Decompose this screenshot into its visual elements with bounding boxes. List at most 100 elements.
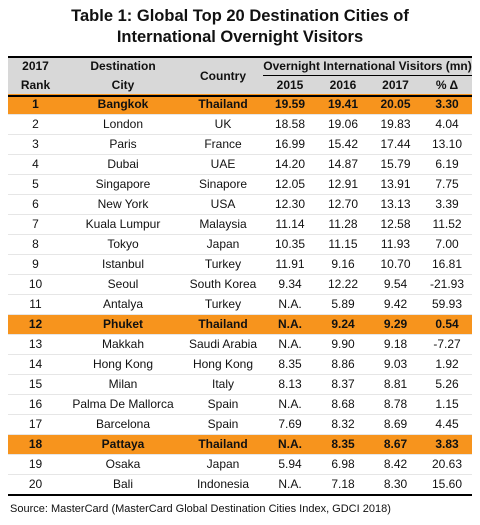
visitors-2015-cell: 11.91 [263, 254, 317, 275]
pct-change-cell: 59.93 [422, 294, 473, 315]
visitors-2015-cell: 8.35 [263, 354, 317, 375]
visitors-2017-cell: 8.69 [369, 414, 422, 435]
visitors-2016-cell: 8.68 [317, 394, 369, 415]
rank-cell: 7 [8, 214, 63, 235]
rank-cell: 16 [8, 394, 63, 415]
year-2017-header: 2017 [369, 75, 422, 94]
visitors-2016-cell: 5.89 [317, 294, 369, 315]
rank-cell: 4 [8, 154, 63, 175]
table-row: 15 Milan Italy 8.13 8.37 8.81 5.26 [8, 374, 473, 395]
country-cell: Saudi Arabia [183, 334, 263, 355]
country-cell: Japan [183, 454, 263, 475]
visitors-2015-cell: 14.20 [263, 154, 317, 175]
city-cell: Seoul [63, 274, 183, 295]
table-row: 20 Bali Indonesia N.A. 7.18 8.30 15.60 [8, 474, 473, 495]
rank-cell: 3 [8, 134, 63, 155]
visitors-2017-cell: 10.70 [369, 254, 422, 275]
table-row: 14 Hong Kong Hong Kong 8.35 8.86 9.03 1.92 [8, 354, 473, 375]
visitors-2015-cell: 10.35 [263, 234, 317, 255]
city-cell: Bali [63, 474, 183, 495]
table-header: 2017 Destination Country Overnight Inter… [8, 57, 473, 94]
city-cell: Dubai [63, 154, 183, 175]
visitors-2016-cell: 11.15 [317, 234, 369, 255]
visitors-2016-cell: 19.41 [317, 94, 369, 115]
visitors-2015-cell: N.A. [263, 334, 317, 355]
visitors-2016-cell: 6.98 [317, 454, 369, 475]
city-header-bottom: City [63, 75, 183, 94]
city-cell: Istanbul [63, 254, 183, 275]
visitors-2016-cell: 8.86 [317, 354, 369, 375]
city-cell: Bangkok [63, 94, 183, 115]
visitors-2016-cell: 9.24 [317, 314, 369, 335]
year-2016-header: 2016 [317, 75, 369, 94]
table-row: 11 Antalya Turkey N.A. 5.89 9.42 59.93 [8, 294, 473, 315]
city-cell: Phuket [63, 314, 183, 335]
visitors-2015-cell: N.A. [263, 294, 317, 315]
country-cell: Indonesia [183, 474, 263, 495]
table-row: 19 Osaka Japan 5.94 6.98 8.42 20.63 [8, 454, 473, 475]
rank-cell: 14 [8, 354, 63, 375]
table-row: 3 Paris France 16.99 15.42 17.44 13.10 [8, 134, 473, 155]
rank-cell: 11 [8, 294, 63, 315]
city-cell: Barcelona [63, 414, 183, 435]
table-row: 6 New York USA 12.30 12.70 13.13 3.39 [8, 194, 473, 215]
pct-change-cell: 7.75 [422, 174, 473, 195]
country-cell: France [183, 134, 263, 155]
table-row: 17 Barcelona Spain 7.69 8.32 8.69 4.45 [8, 414, 473, 435]
visitors-2016-cell: 12.22 [317, 274, 369, 295]
pct-change-cell: 5.26 [422, 374, 473, 395]
visitors-2017-cell: 8.42 [369, 454, 422, 475]
visitors-2017-cell: 8.67 [369, 434, 422, 455]
city-cell: Palma De Mallorca [63, 394, 183, 415]
city-cell: Singapore [63, 174, 183, 195]
country-cell: Sinapore [183, 174, 263, 195]
visitors-2016-cell: 14.87 [317, 154, 369, 175]
country-header: Country [183, 57, 263, 94]
visitors-2017-cell: 19.83 [369, 114, 422, 135]
city-cell: Tokyo [63, 234, 183, 255]
visitors-2016-cell: 7.18 [317, 474, 369, 495]
country-cell: Turkey [183, 294, 263, 315]
visitors-2015-cell: N.A. [263, 474, 317, 495]
source-note: Source: MasterCard (MasterCard Global De… [10, 503, 391, 515]
visitors-2015-cell: 12.30 [263, 194, 317, 215]
visitors-2017-cell: 13.13 [369, 194, 422, 215]
pct-change-cell: -7.27 [422, 334, 473, 355]
visitors-2017-cell: 8.78 [369, 394, 422, 415]
visitors-2017-cell: 8.81 [369, 374, 422, 395]
rank-cell: 13 [8, 334, 63, 355]
visitors-2015-cell: 11.14 [263, 214, 317, 235]
country-cell: Hong Kong [183, 354, 263, 375]
destination-table: 2017 Destination Country Overnight Inter… [8, 57, 473, 495]
city-cell: Kuala Lumpur [63, 214, 183, 235]
rank-cell: 17 [8, 414, 63, 435]
pct-change-cell: 4.45 [422, 414, 473, 435]
pct-change-cell: 1.15 [422, 394, 473, 415]
visitors-group-header: Overnight International Visitors (mn) [263, 57, 473, 75]
visitors-2016-cell: 12.70 [317, 194, 369, 215]
city-cell: Makkah [63, 334, 183, 355]
city-header-top: Destination [63, 57, 183, 75]
visitors-2015-cell: 16.99 [263, 134, 317, 155]
visitors-2016-cell: 8.37 [317, 374, 369, 395]
pct-change-cell: 7.00 [422, 234, 473, 255]
country-cell: UAE [183, 154, 263, 175]
country-cell: Thailand [183, 434, 263, 455]
table-row: 13 Makkah Saudi Arabia N.A. 9.90 9.18 -7.27 [8, 334, 473, 355]
pct-change-cell: 3.30 [422, 94, 473, 115]
rank-cell: 15 [8, 374, 63, 395]
table-row: 9 Istanbul Turkey 11.91 9.16 10.70 16.81 [8, 254, 473, 275]
title-line-2: International Overnight Visitors [116, 28, 364, 46]
year-2015-header: 2015 [263, 75, 317, 94]
pct-change-cell: 3.39 [422, 194, 473, 215]
rank-cell: 6 [8, 194, 63, 215]
visitors-2016-cell: 15.42 [317, 134, 369, 155]
rank-cell: 1 [8, 94, 63, 115]
country-cell: Japan [183, 234, 263, 255]
rank-cell: 2 [8, 114, 63, 135]
pct-change-cell: -21.93 [422, 274, 473, 295]
visitors-2015-cell: 8.13 [263, 374, 317, 395]
table-row: 12 Phuket Thailand N.A. 9.24 9.29 0.54 [8, 314, 473, 335]
country-cell: Spain [183, 394, 263, 415]
pct-change-cell: 13.10 [422, 134, 473, 155]
